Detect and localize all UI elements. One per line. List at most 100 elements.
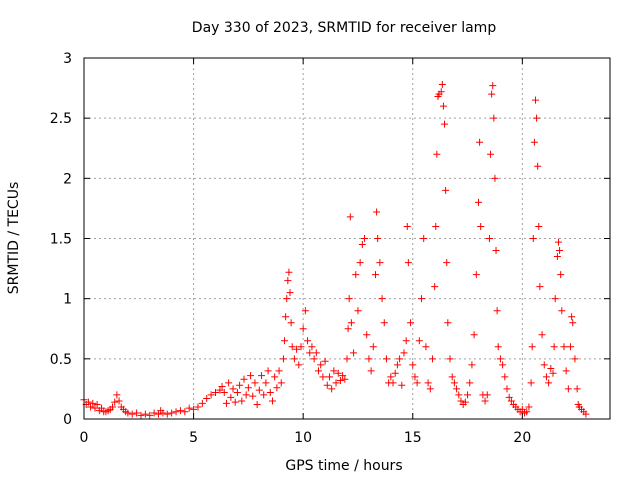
data-point [476,138,484,146]
data-point [282,313,290,321]
data-point [194,403,202,411]
data-point [468,361,476,369]
data-point [564,385,572,393]
data-point [264,367,272,375]
data-point [216,386,224,394]
data-point [301,307,309,315]
y-tick-label: 1.5 [50,232,72,248]
data-point [402,337,410,345]
data-point [323,381,331,389]
data-point [87,403,95,411]
data-point [534,162,542,170]
data-point [505,393,513,401]
data-point [233,389,241,397]
data-point [538,331,546,339]
data-point [344,325,352,333]
data-point [350,349,358,357]
data-point [310,355,318,363]
y-tick-label: 1 [63,292,72,308]
y-tick-label: 2.5 [50,111,72,127]
data-point [446,355,454,363]
y-tick-label: 0 [63,412,72,428]
data-point [247,372,255,380]
data-point [441,120,449,128]
data-point [253,401,261,409]
data-point [317,361,325,369]
data-point [275,367,283,375]
data-point [133,409,141,417]
data-point [137,411,145,419]
y-tick-label: 2 [63,171,72,187]
data-point [277,379,285,387]
data-point [400,349,408,357]
data-point [290,355,298,363]
data-point [295,361,303,369]
data-point [494,343,502,351]
data-point [84,398,92,406]
data-point [308,343,316,351]
data-point [222,399,230,407]
data-point [503,385,511,393]
data-point [124,409,132,417]
data-point [553,253,561,261]
y-tick-label: 0.5 [50,352,72,368]
data-point [492,247,500,255]
data-point [528,343,536,351]
data-point [347,319,355,327]
data-point [268,397,276,405]
x-tick-label: 15 [404,430,422,446]
data-point [361,235,369,242]
data-point [283,295,291,303]
data-point [531,96,539,104]
data-point [146,411,154,419]
data-point [315,367,323,375]
data-point [432,222,440,230]
data-point [255,386,263,394]
data-point [472,271,480,279]
data-point [240,375,248,383]
data-point [218,383,226,391]
data-point [352,271,360,279]
data-point [527,379,535,387]
data-point [571,355,579,363]
data-point [439,102,447,110]
data-point [442,186,450,194]
data-point [286,289,294,297]
data-point [271,373,279,381]
data-point [273,384,281,392]
data-point [489,82,497,90]
data-point [262,379,270,387]
data-point [499,361,507,369]
data-point [306,349,314,357]
data-point [371,271,379,279]
data-point [159,409,167,417]
data-point [396,355,404,363]
data-point [490,114,498,122]
data-point [529,235,537,242]
data-point [321,357,329,365]
data-point [582,410,590,418]
data-point [493,307,501,315]
data-point [438,80,446,88]
data-point [450,379,458,387]
data-point [341,375,349,383]
data-point [332,379,340,387]
data-point [346,213,354,221]
data-point [312,349,320,357]
data-point [345,295,353,303]
data-point [227,393,235,401]
data-point [229,385,237,393]
data-point [568,313,576,321]
data-point [448,373,456,381]
data-point [487,150,495,158]
x-tick-label: 20 [513,430,531,446]
data-point [380,319,388,327]
data-point [545,379,553,387]
data-point [407,319,415,327]
data-point [457,397,465,405]
data-point [113,391,121,399]
x-axis-label: GPS time / hours [285,458,402,474]
data-point [551,295,559,303]
data-point [443,259,451,267]
